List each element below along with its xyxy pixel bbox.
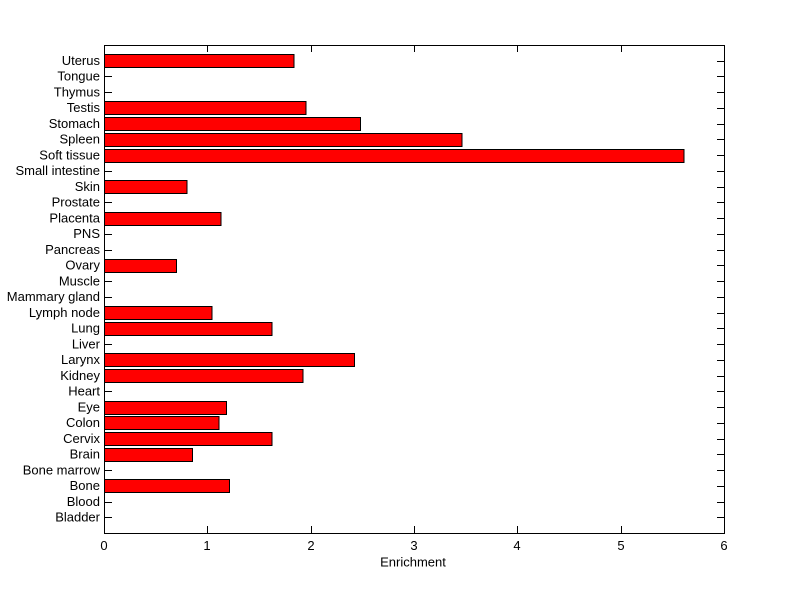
svg-text:Enrichment: Enrichment — [380, 555, 446, 570]
svg-text:Skin: Skin — [75, 179, 100, 194]
svg-text:Ovary: Ovary — [65, 258, 100, 273]
svg-text:Eye: Eye — [78, 399, 100, 414]
svg-text:Prostate: Prostate — [52, 195, 100, 210]
svg-text:0: 0 — [100, 538, 107, 553]
svg-text:Uterus: Uterus — [62, 53, 101, 68]
svg-text:Kidney: Kidney — [60, 368, 100, 383]
svg-text:Larynx: Larynx — [61, 352, 101, 367]
svg-text:Cervix: Cervix — [63, 431, 100, 446]
svg-text:Spleen: Spleen — [60, 132, 100, 147]
svg-text:Bone marrow: Bone marrow — [23, 462, 101, 477]
svg-text:Soft tissue: Soft tissue — [39, 147, 100, 162]
svg-text:Thymus: Thymus — [54, 84, 101, 99]
svg-text:Blood: Blood — [67, 494, 100, 509]
svg-text:5: 5 — [617, 538, 624, 553]
svg-text:1: 1 — [203, 538, 210, 553]
svg-text:Stomach: Stomach — [49, 116, 100, 131]
svg-text:Heart: Heart — [68, 384, 100, 399]
svg-text:Bone: Bone — [70, 478, 100, 493]
svg-text:Small intestine: Small intestine — [15, 163, 100, 178]
svg-text:6: 6 — [720, 538, 727, 553]
svg-text:Testis: Testis — [67, 100, 101, 115]
svg-text:Pancreas: Pancreas — [45, 242, 100, 257]
svg-text:Liver: Liver — [72, 336, 101, 351]
svg-text:Tongue: Tongue — [57, 69, 100, 84]
svg-text:Muscle: Muscle — [59, 273, 100, 288]
svg-text:Lung: Lung — [71, 321, 100, 336]
svg-text:3: 3 — [410, 538, 417, 553]
svg-text:PNS: PNS — [73, 226, 100, 241]
svg-text:Mammary gland: Mammary gland — [7, 289, 100, 304]
svg-text:Brain: Brain — [70, 447, 100, 462]
svg-text:2: 2 — [307, 538, 314, 553]
svg-text:Colon: Colon — [66, 415, 100, 430]
svg-text:4: 4 — [513, 538, 520, 553]
svg-text:Lymph node: Lymph node — [29, 305, 100, 320]
svg-text:Placenta: Placenta — [49, 210, 100, 225]
svg-text:Bladder: Bladder — [55, 510, 100, 525]
